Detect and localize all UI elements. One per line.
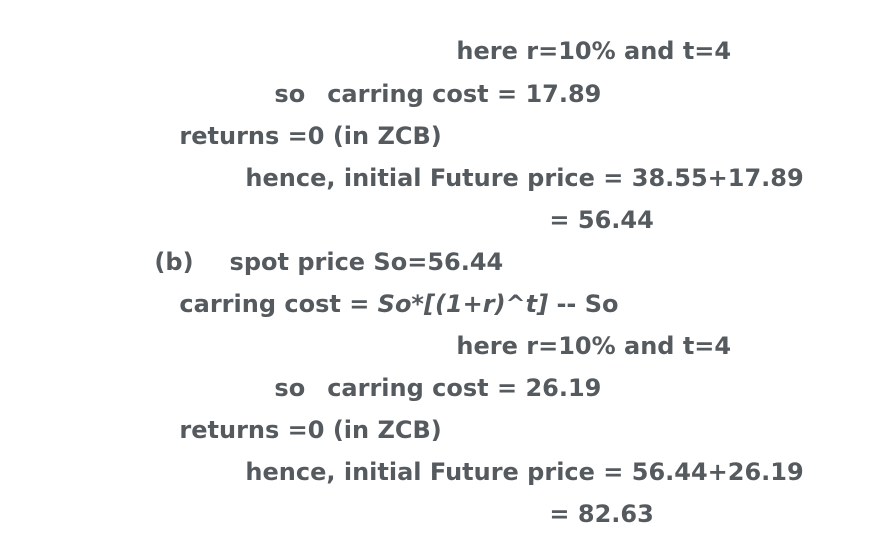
so-word-b: so [274,374,306,402]
rate-time-text-b: here r=10% and t=4 [456,332,732,360]
returns-line-b: returns =0 (in ZCB) [146,385,441,444]
rate-time-line-a: here r=10% and t=4 [423,6,731,65]
rate-time-line-b: here r=10% and t=4 [423,301,731,360]
carrying-cost-formula-line: carring cost = So*[(1+r)^t] -- So [146,259,618,318]
future-price-line-a: hence, initial Future price = 38.55+17.8… [212,133,803,192]
carrying-cost-formula-prefix: carring cost = [179,290,378,318]
returns-line-a: returns =0 (in ZCB) [146,91,441,150]
returns-text-b: returns =0 (in ZCB) [179,416,442,444]
carrying-cost-text-a: carring cost = 17.89 [327,80,602,108]
returns-text-a: returns =0 (in ZCB) [179,122,442,150]
future-price-result-b: = 82.63 [516,469,653,528]
part-b-heading: (b) spot price So=56.44 [121,217,503,276]
future-price-result-text-a: = 56.44 [549,206,654,234]
carrying-cost-text-b: carring cost = 26.19 [327,374,602,402]
spot-price-text: spot price So=56.44 [229,248,504,276]
future-price-result-text-b: = 82.63 [549,500,654,528]
part-b-label: (b) [154,248,194,276]
carrying-cost-formula: So*[(1+r)^t] [377,290,549,318]
rate-time-text-a: here r=10% and t=4 [456,37,732,65]
future-price-line-b: hence, initial Future price = 56.44+26.1… [212,427,803,486]
future-price-result-a: = 56.44 [516,175,653,234]
carrying-cost-line-b: so carring cost = 26.19 [241,343,601,402]
carrying-cost-line-a: so carring cost = 17.89 [241,49,601,108]
so-word-a: so [274,80,306,108]
future-price-text-b: hence, initial Future price = 56.44+26.1… [245,458,804,486]
future-price-text-a: hence, initial Future price = 38.55+17.8… [245,164,804,192]
carrying-cost-formula-suffix: -- So [548,290,619,318]
